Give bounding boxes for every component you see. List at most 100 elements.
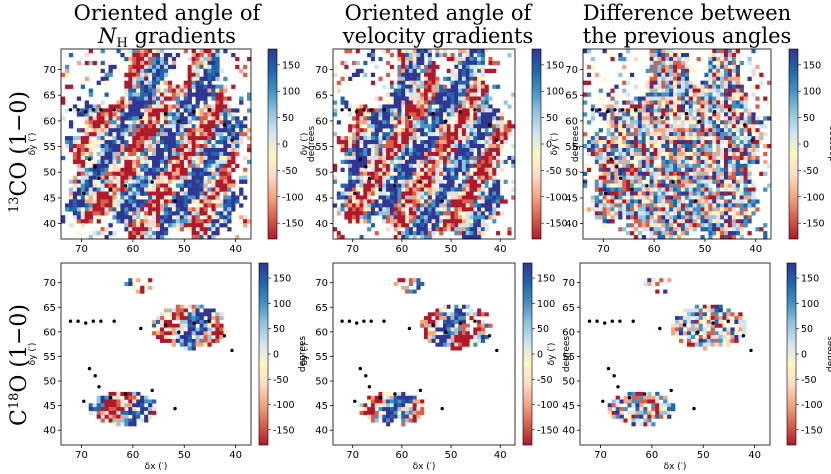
heatmap-cell — [469, 144, 474, 149]
heatmap-cell — [148, 171, 153, 176]
heatmap-cell — [657, 116, 662, 121]
heatmap-cell — [673, 215, 678, 220]
heatmap-cell — [458, 72, 463, 78]
heatmap-cell — [673, 64, 678, 70]
heatmap-cell — [442, 219, 448, 224]
heatmap-cell — [104, 227, 109, 232]
heatmap-cell — [511, 179, 516, 184]
heatmap-cell — [199, 132, 204, 137]
heatmap-cell — [446, 171, 451, 176]
heatmap-cell — [386, 132, 391, 137]
heatmap-cell — [496, 159, 501, 165]
heatmap-cell — [171, 120, 177, 125]
heatmap-cell — [363, 155, 368, 161]
heatmap-cell — [649, 187, 654, 192]
heatmap-cell — [227, 144, 232, 149]
heatmap-cell — [739, 151, 744, 157]
heatmap-cell — [618, 211, 623, 216]
heatmap-cell — [215, 191, 220, 196]
heatmap-cell — [484, 215, 489, 220]
heatmap-cell — [132, 215, 137, 220]
heatmap-cell — [473, 187, 478, 192]
heatmap-cell — [724, 155, 729, 161]
heatmap-cell — [688, 227, 693, 232]
heatmap-cell — [159, 76, 165, 81]
heatmap-cell — [408, 191, 413, 196]
heatmap-cell — [680, 144, 686, 149]
colorbar-tick-label: -100 — [282, 192, 304, 203]
heatmap-cell — [727, 56, 733, 62]
heatmap-cell — [144, 49, 149, 54]
heatmap-cell — [665, 76, 670, 81]
heatmap-cell — [724, 187, 729, 192]
heatmap-cell — [720, 191, 725, 196]
heatmap-cell — [435, 223, 440, 228]
y-tick-label: 55 — [315, 142, 328, 153]
heatmap-cell — [152, 92, 157, 97]
heatmap-cell — [80, 223, 86, 228]
heatmap-cell — [716, 140, 721, 145]
heatmap-cell — [148, 227, 153, 232]
heatmap-cell — [677, 60, 682, 66]
heatmap-cell — [618, 227, 623, 232]
heatmap-cell — [477, 195, 482, 200]
heatmap-cell — [333, 64, 338, 70]
heatmap-cell — [378, 128, 383, 133]
heatmap-cell — [116, 203, 121, 208]
heatmap-cell — [708, 64, 713, 70]
heatmap-cell — [610, 203, 615, 208]
heatmap-cell — [156, 88, 161, 93]
heatmap-cell — [420, 132, 425, 137]
heatmap-cell — [191, 132, 196, 137]
heatmap-cell — [374, 187, 379, 192]
heatmap-cell — [100, 120, 105, 125]
heatmap-cell — [700, 151, 705, 157]
heatmap-cell — [389, 52, 394, 58]
heatmap-cell — [594, 136, 599, 141]
heatmap-cell — [424, 76, 429, 81]
heatmap-cell — [622, 140, 627, 145]
heatmap-cell — [401, 231, 406, 236]
heatmap-cell — [427, 104, 432, 109]
heatmap-cell — [171, 191, 177, 196]
heatmap-cell — [195, 231, 200, 236]
heatmap-cell — [344, 147, 349, 153]
heatmap-cell — [735, 49, 740, 54]
heatmap-cell — [708, 179, 713, 184]
heatmap-cell — [618, 215, 623, 220]
heatmap-cell — [336, 211, 341, 216]
heatmap-cell — [88, 207, 93, 212]
heatmap-cell — [424, 211, 429, 216]
heatmap-cell — [124, 167, 129, 173]
heatmap-cell — [618, 191, 623, 196]
colorbar-tick-label: -50 — [282, 166, 298, 177]
heatmap-cell — [405, 60, 410, 66]
heatmap-cell — [704, 104, 709, 109]
heatmap-cell — [144, 187, 149, 192]
heatmap-cell — [61, 219, 66, 224]
heatmap-cell — [716, 207, 721, 212]
heatmap-cell — [704, 207, 709, 212]
heatmap-cell — [389, 191, 394, 196]
heatmap-cell — [454, 215, 459, 220]
heatmap-cell — [179, 167, 185, 173]
heatmap-cell — [661, 72, 666, 78]
heatmap-cell — [724, 49, 729, 54]
heatmap-cell — [183, 151, 188, 157]
heatmap-cell — [645, 187, 650, 192]
heatmap-cell — [716, 124, 721, 129]
heatmap-cell — [657, 108, 662, 113]
heatmap-cell — [469, 68, 474, 74]
heatmap-cell — [397, 56, 402, 62]
heatmap-cell — [645, 124, 650, 129]
heatmap-cell — [207, 52, 212, 58]
heatmap-cell — [731, 159, 737, 165]
heatmap-cell — [469, 163, 474, 169]
heatmap-cell — [405, 76, 410, 81]
heatmap-cell — [645, 159, 650, 165]
heatmap-cell — [633, 151, 639, 157]
heatmap-cell — [412, 49, 417, 54]
heatmap-cell — [431, 96, 436, 101]
source-marker — [358, 157, 362, 161]
heatmap-cell — [688, 84, 693, 89]
